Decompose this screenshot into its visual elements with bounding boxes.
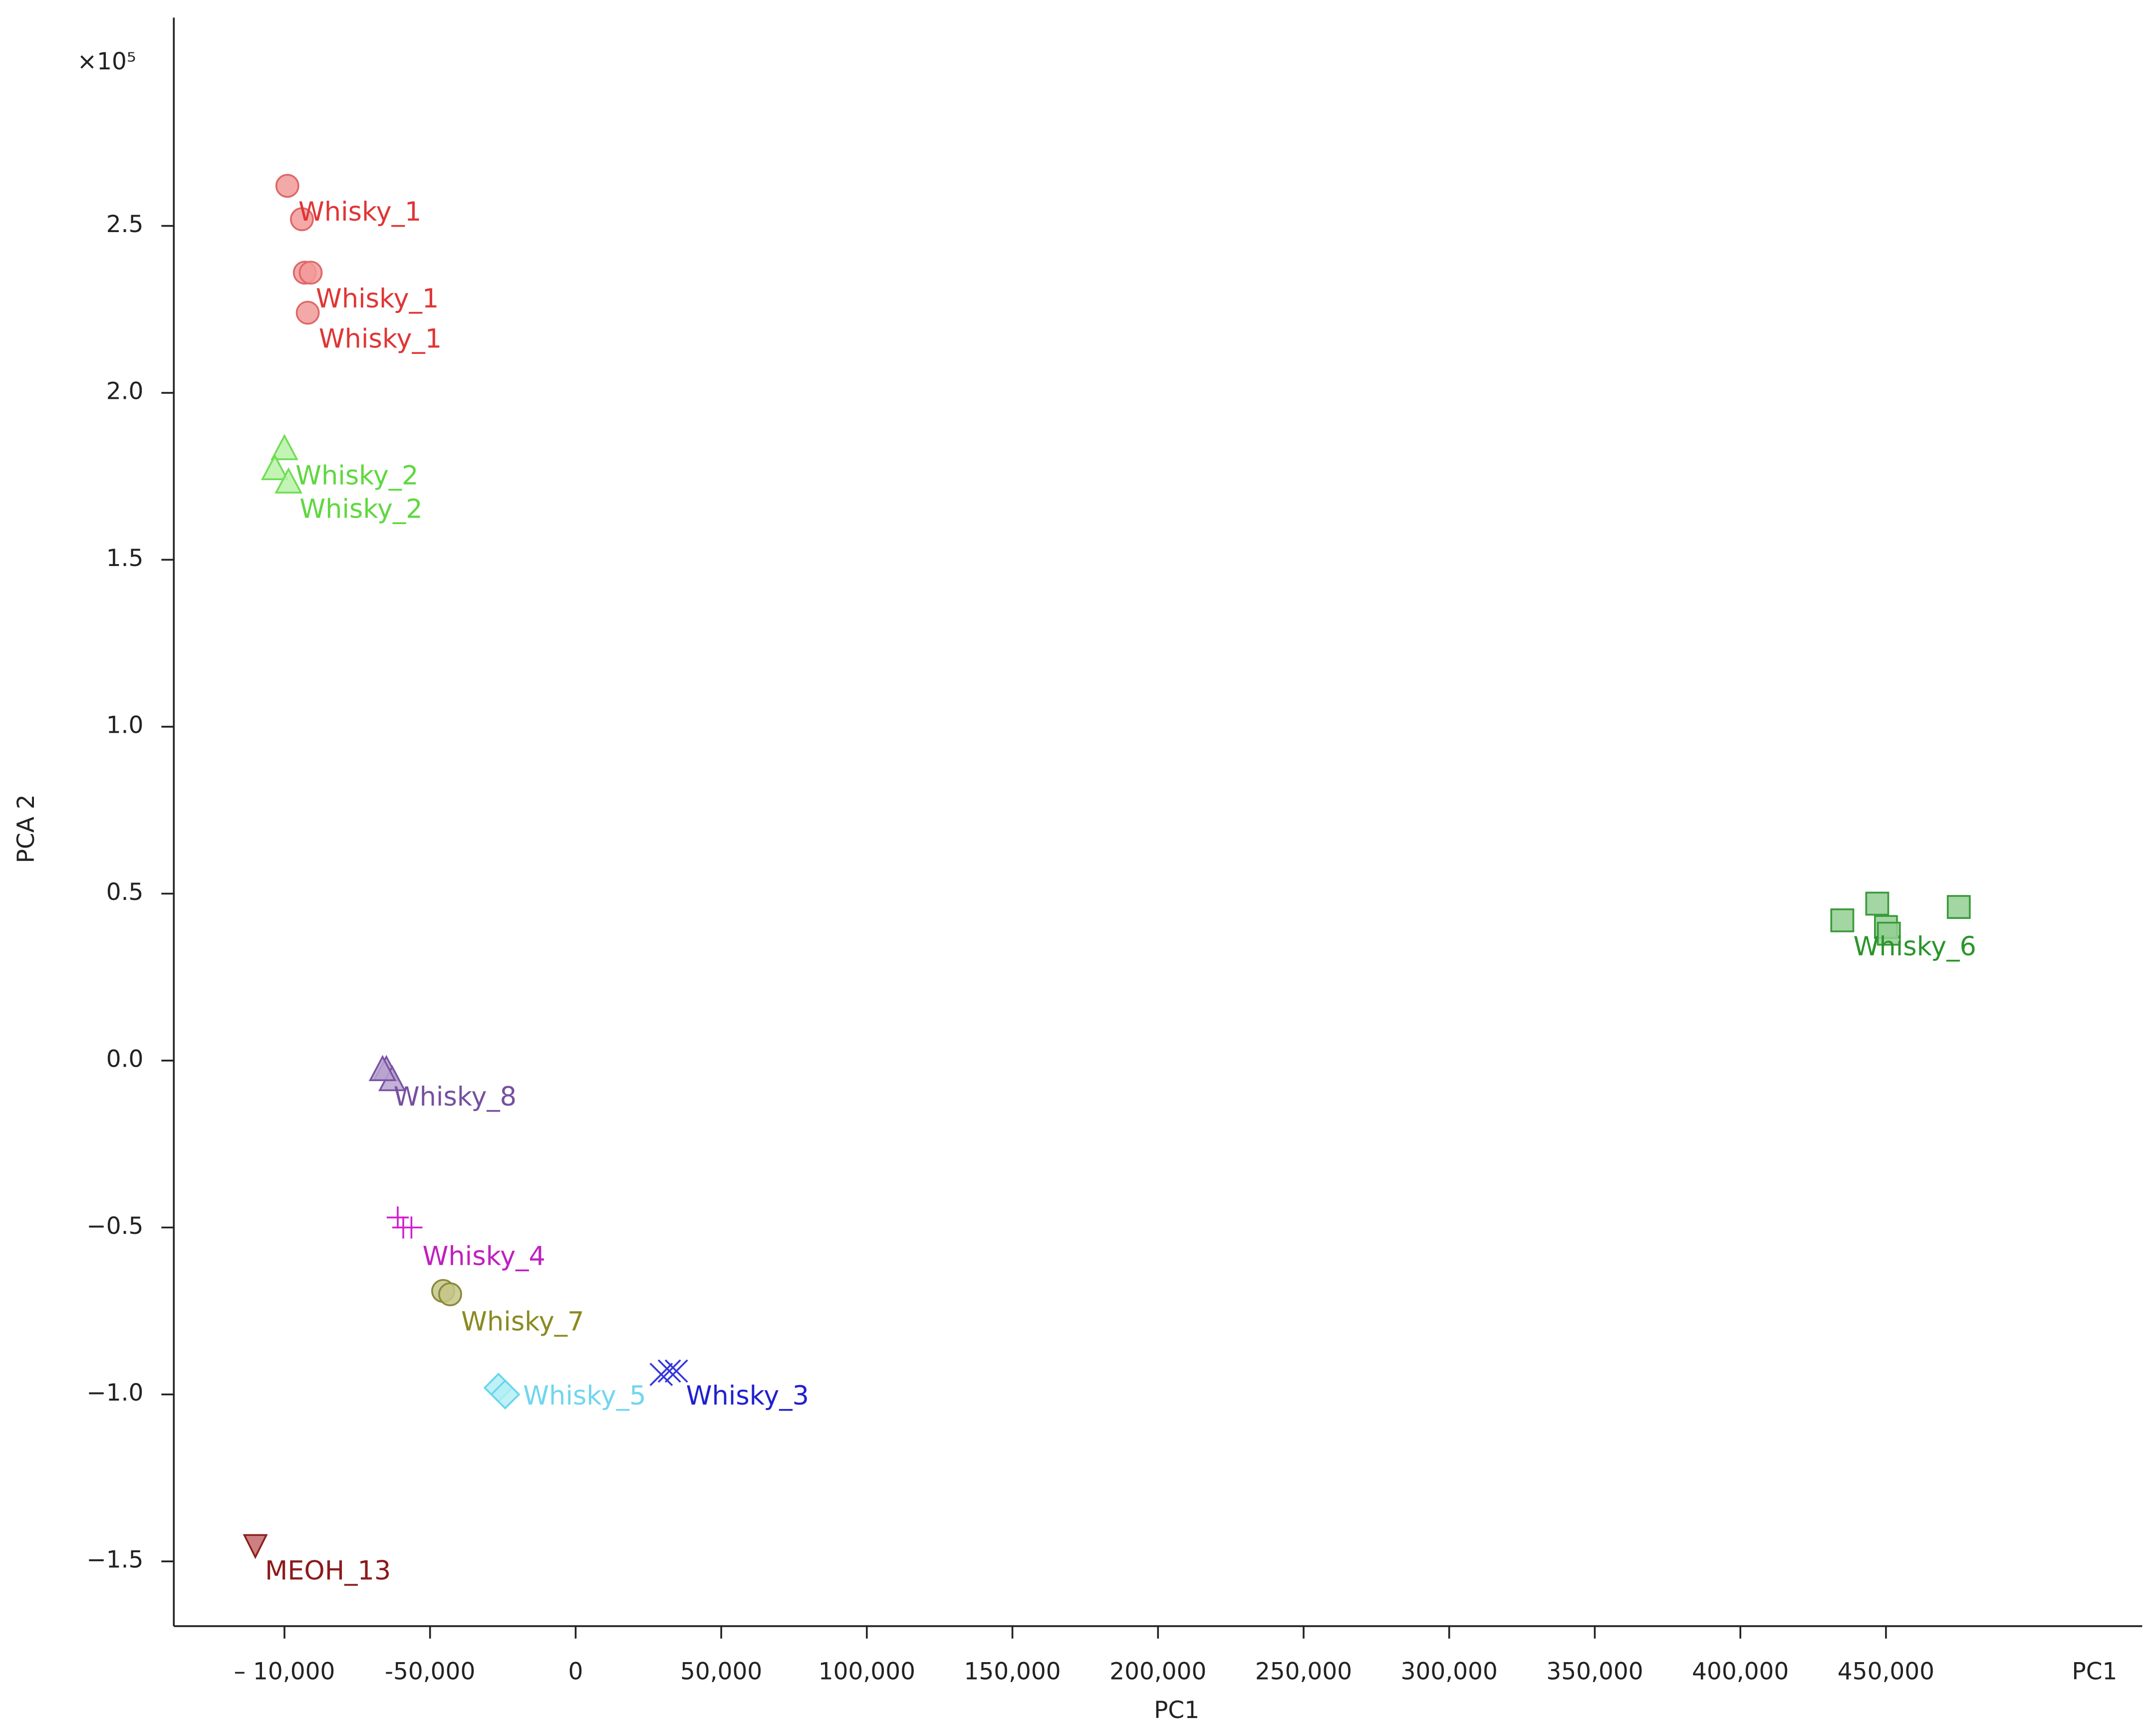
y-axis-label: PCA 2 xyxy=(12,794,40,863)
point xyxy=(649,1363,673,1386)
y-tick-label: 2.5 xyxy=(106,211,144,238)
x-tick-label: 150,000 xyxy=(964,1658,1061,1685)
point-label: Whisky_1 xyxy=(298,197,421,227)
y-tick-label: −0.5 xyxy=(86,1212,143,1240)
y-tick-label: 0.5 xyxy=(106,878,144,906)
point-label: Whisky_1 xyxy=(316,284,439,314)
point xyxy=(243,1534,268,1559)
x-tick-label: 350,000 xyxy=(1546,1658,1643,1685)
y-tick-label: −1.5 xyxy=(86,1546,143,1574)
point xyxy=(386,1206,409,1229)
x-axis-label: PC1 xyxy=(1154,1697,1199,1724)
point-label: Whisky_1 xyxy=(319,323,442,354)
x-tick-label: 50,000 xyxy=(680,1658,762,1685)
x-tick-label: 300,000 xyxy=(1401,1658,1498,1685)
x-tick-label: -50,000 xyxy=(385,1658,475,1685)
x-tick-label: 100,000 xyxy=(818,1658,915,1685)
point xyxy=(261,454,289,481)
point xyxy=(438,1282,462,1306)
x-tick-label: 200,000 xyxy=(1109,1658,1206,1685)
point-label: Whisky_6 xyxy=(1854,931,1976,962)
point xyxy=(1946,895,1971,919)
point xyxy=(1865,891,1889,916)
point-label: Whisky_5 xyxy=(523,1381,646,1411)
point xyxy=(270,434,298,460)
x-tick-label: 0 xyxy=(568,1658,583,1685)
point-label: Whisky_4 xyxy=(422,1241,545,1272)
point xyxy=(290,207,314,232)
point-label: MEOH_13 xyxy=(265,1556,391,1586)
point xyxy=(1830,908,1855,932)
y-tick-label: 1.0 xyxy=(106,711,144,739)
point xyxy=(275,174,299,198)
point xyxy=(295,300,320,325)
y-tick-label: −1.0 xyxy=(86,1379,143,1407)
y-tick-label: 0.0 xyxy=(106,1045,144,1073)
x-tick-label: – 10,000 xyxy=(234,1658,335,1685)
point xyxy=(1877,921,1901,946)
x-tick-label: 450,000 xyxy=(1838,1658,1934,1685)
x-axis-end-label: PC1 xyxy=(2072,1658,2117,1685)
x-tick-label: 400,000 xyxy=(1692,1658,1789,1685)
point-label: Whisky_3 xyxy=(686,1381,809,1411)
axis-multiplier: ×10⁵ xyxy=(77,48,136,75)
point xyxy=(298,261,323,285)
point-label: Whisky_8 xyxy=(394,1082,517,1112)
point-label: Whisky_2 xyxy=(299,494,422,525)
y-tick-label: 1.5 xyxy=(106,545,144,572)
point xyxy=(400,1216,423,1239)
x-tick-label: 250,000 xyxy=(1255,1658,1352,1685)
point xyxy=(368,1055,397,1082)
point-label: Whisky_7 xyxy=(461,1307,584,1337)
point xyxy=(274,467,302,494)
point xyxy=(490,1379,521,1410)
point xyxy=(657,1359,681,1383)
point-label: Whisky_2 xyxy=(295,461,418,491)
y-tick-label: 2.0 xyxy=(106,378,144,405)
point xyxy=(664,1359,688,1383)
